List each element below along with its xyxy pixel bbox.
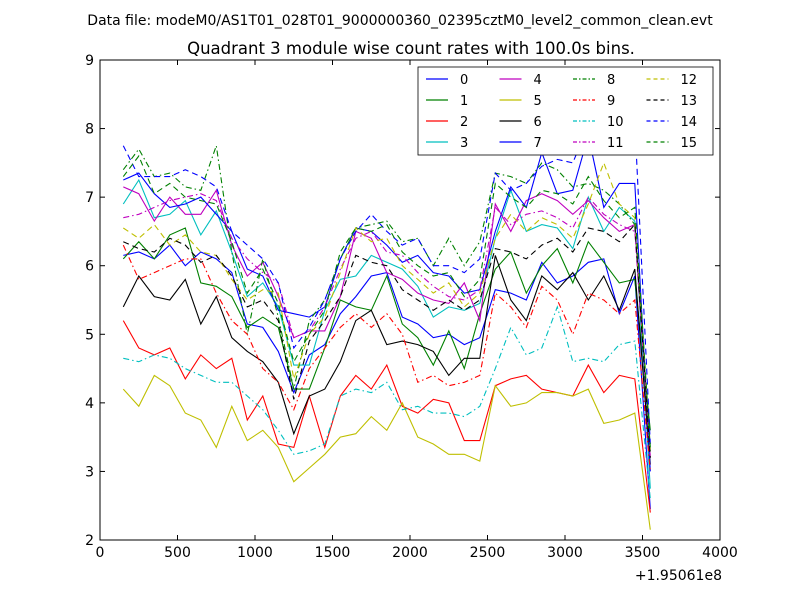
x-tick-label: 1500 (315, 545, 351, 561)
x-tick-label: 2500 (470, 545, 506, 561)
x-tick-label: 500 (164, 545, 191, 561)
y-tick-label: 8 (85, 122, 94, 138)
x-tick-label: 1000 (237, 545, 273, 561)
y-tick-label: 9 (85, 53, 94, 69)
legend-label-12: 12 (681, 73, 698, 88)
legend-label-7: 7 (534, 136, 542, 151)
x-tick-label: 4000 (702, 545, 738, 561)
legend-label-11: 11 (607, 136, 624, 151)
legend-label-9: 9 (607, 94, 615, 109)
y-tick-label: 7 (85, 190, 94, 206)
series-line-4 (123, 186, 651, 458)
legend-label-6: 6 (534, 115, 542, 130)
series-line-12 (122, 161, 651, 451)
legend-label-2: 2 (460, 115, 468, 130)
y-tick-label: 3 (85, 464, 94, 480)
chart-title: Quadrant 3 module wise count rates with … (187, 39, 635, 58)
series-line-10 (123, 305, 651, 499)
legend-label-1: 1 (460, 94, 468, 109)
series-line-0 (123, 244, 651, 510)
series-line-11 (123, 193, 651, 458)
y-tick-label: 6 (85, 259, 94, 275)
x-tick-label: 3500 (625, 545, 661, 561)
series-line-3 (122, 178, 651, 489)
legend-label-13: 13 (681, 94, 698, 109)
series-line-8 (122, 145, 651, 451)
y-tick-label: 2 (85, 533, 94, 549)
y-tick-label: 5 (85, 327, 94, 343)
x-tick-label: 0 (96, 545, 105, 561)
plot-area (99, 59, 721, 541)
series-line-15 (122, 154, 651, 448)
series-line-7 (123, 135, 651, 472)
legend-label-8: 8 (607, 73, 615, 88)
x-tick-label: 2000 (392, 545, 428, 561)
y-axis: 2 3 4 5 6 7 8 9 (85, 53, 720, 549)
legend-box (417, 66, 714, 156)
chart-suptitle: Data file: modeM0/AS1T01_028T01_90000003… (87, 13, 713, 29)
legend-label-14: 14 (681, 115, 698, 130)
legend-label-5: 5 (534, 94, 542, 109)
series-line-13 (123, 223, 651, 458)
series-line-2 (122, 320, 651, 513)
x-tick-label: 3000 (547, 545, 583, 561)
legend-label-4: 4 (534, 73, 542, 88)
x-offset-label: +1.95061e8 (635, 568, 722, 584)
series-line-9 (122, 244, 651, 472)
series-line-5 (122, 374, 651, 530)
legend-label-10: 10 (607, 115, 624, 130)
series-line-1 (122, 227, 651, 431)
series-line-6 (122, 255, 651, 465)
series-line-14 (122, 120, 651, 445)
legend-label-15: 15 (681, 136, 698, 151)
legend-label-0: 0 (460, 73, 468, 88)
y-tick-label: 4 (85, 396, 94, 412)
legend-label-3: 3 (460, 136, 468, 151)
x-axis: 0 500 1000 1500 2000 2500 3000 3500 4000 (96, 60, 738, 561)
